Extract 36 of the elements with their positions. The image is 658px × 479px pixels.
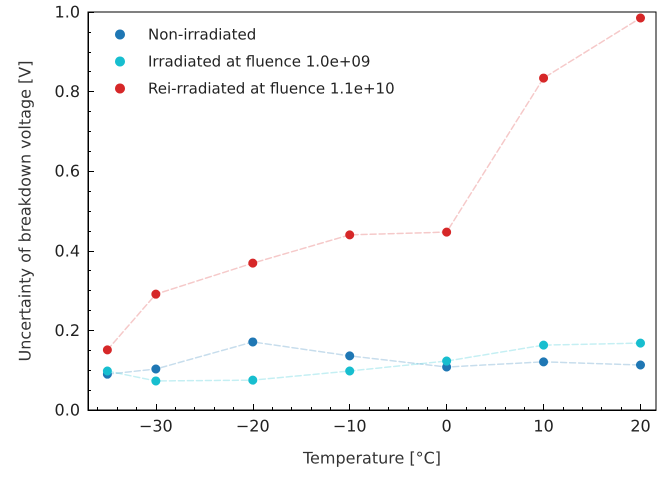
- x-tick-label: 0: [442, 416, 452, 436]
- x-tick-label: 20: [630, 416, 651, 436]
- y-axis-title: Uncertainty of breakdown voltage [V]: [16, 60, 34, 362]
- legend-label: Irradiated at fluence 1.0e+09: [148, 52, 370, 70]
- point: [539, 357, 548, 366]
- legend-label: Rei-rradiated at fluence 1.1e+10: [148, 80, 395, 98]
- point: [151, 376, 160, 386]
- point: [636, 338, 645, 348]
- y-tick-label: 0.2: [54, 320, 80, 340]
- point: [151, 364, 160, 374]
- point: [442, 356, 452, 366]
- y-tick-label: 0.0: [54, 400, 80, 420]
- point: [636, 360, 645, 370]
- x-tick-label: −10: [332, 416, 367, 436]
- x-tick-label: −30: [138, 416, 173, 436]
- point: [151, 290, 160, 299]
- x-axis-title: Temperature [°C]: [302, 448, 442, 468]
- point: [442, 228, 452, 237]
- point: [636, 13, 645, 22]
- point: [102, 366, 112, 376]
- point: [248, 258, 258, 268]
- point: [248, 337, 258, 346]
- point: [248, 376, 258, 385]
- point: [539, 340, 548, 350]
- y-tick-label: 0.6: [54, 162, 80, 181]
- x-tick-label: 10: [533, 416, 554, 436]
- y-tick-label: 0.8: [54, 82, 80, 102]
- point: [345, 230, 354, 240]
- point: [539, 74, 548, 83]
- point: [345, 351, 354, 360]
- y-tick-label: 1.0: [54, 2, 80, 22]
- legend-label: Non-irradiated: [148, 26, 256, 44]
- point: [345, 366, 354, 376]
- y-tick-label: 0.4: [54, 241, 80, 260]
- x-tick-label: −20: [236, 416, 270, 436]
- point: [102, 345, 112, 354]
